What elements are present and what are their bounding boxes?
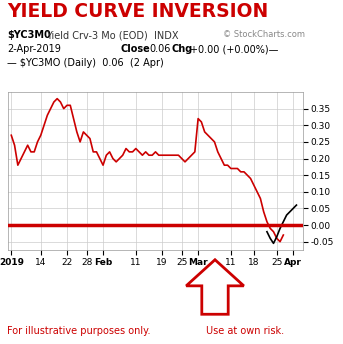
Text: $YC3M0: $YC3M0 [7,30,51,40]
Text: Use at own risk.: Use at own risk. [206,326,284,336]
Text: Yield Crv-3 Mo (EOD)  INDX: Yield Crv-3 Mo (EOD) INDX [46,30,179,40]
Text: © StockCharts.com: © StockCharts.com [223,30,305,39]
Text: 0.06: 0.06 [149,44,170,54]
Text: — $YC3MO (Daily)  0.06  (2 Apr): — $YC3MO (Daily) 0.06 (2 Apr) [7,58,164,68]
Text: For illustrative purposes only.: For illustrative purposes only. [7,326,150,336]
Polygon shape [186,260,244,314]
Text: YIELD CURVE INVERSION: YIELD CURVE INVERSION [7,2,268,21]
Text: Chg: Chg [172,44,193,54]
Text: Close: Close [120,44,150,54]
Text: +0.00 (+0.00%)—: +0.00 (+0.00%)— [190,44,279,54]
Text: 2-Apr-2019: 2-Apr-2019 [7,44,61,54]
